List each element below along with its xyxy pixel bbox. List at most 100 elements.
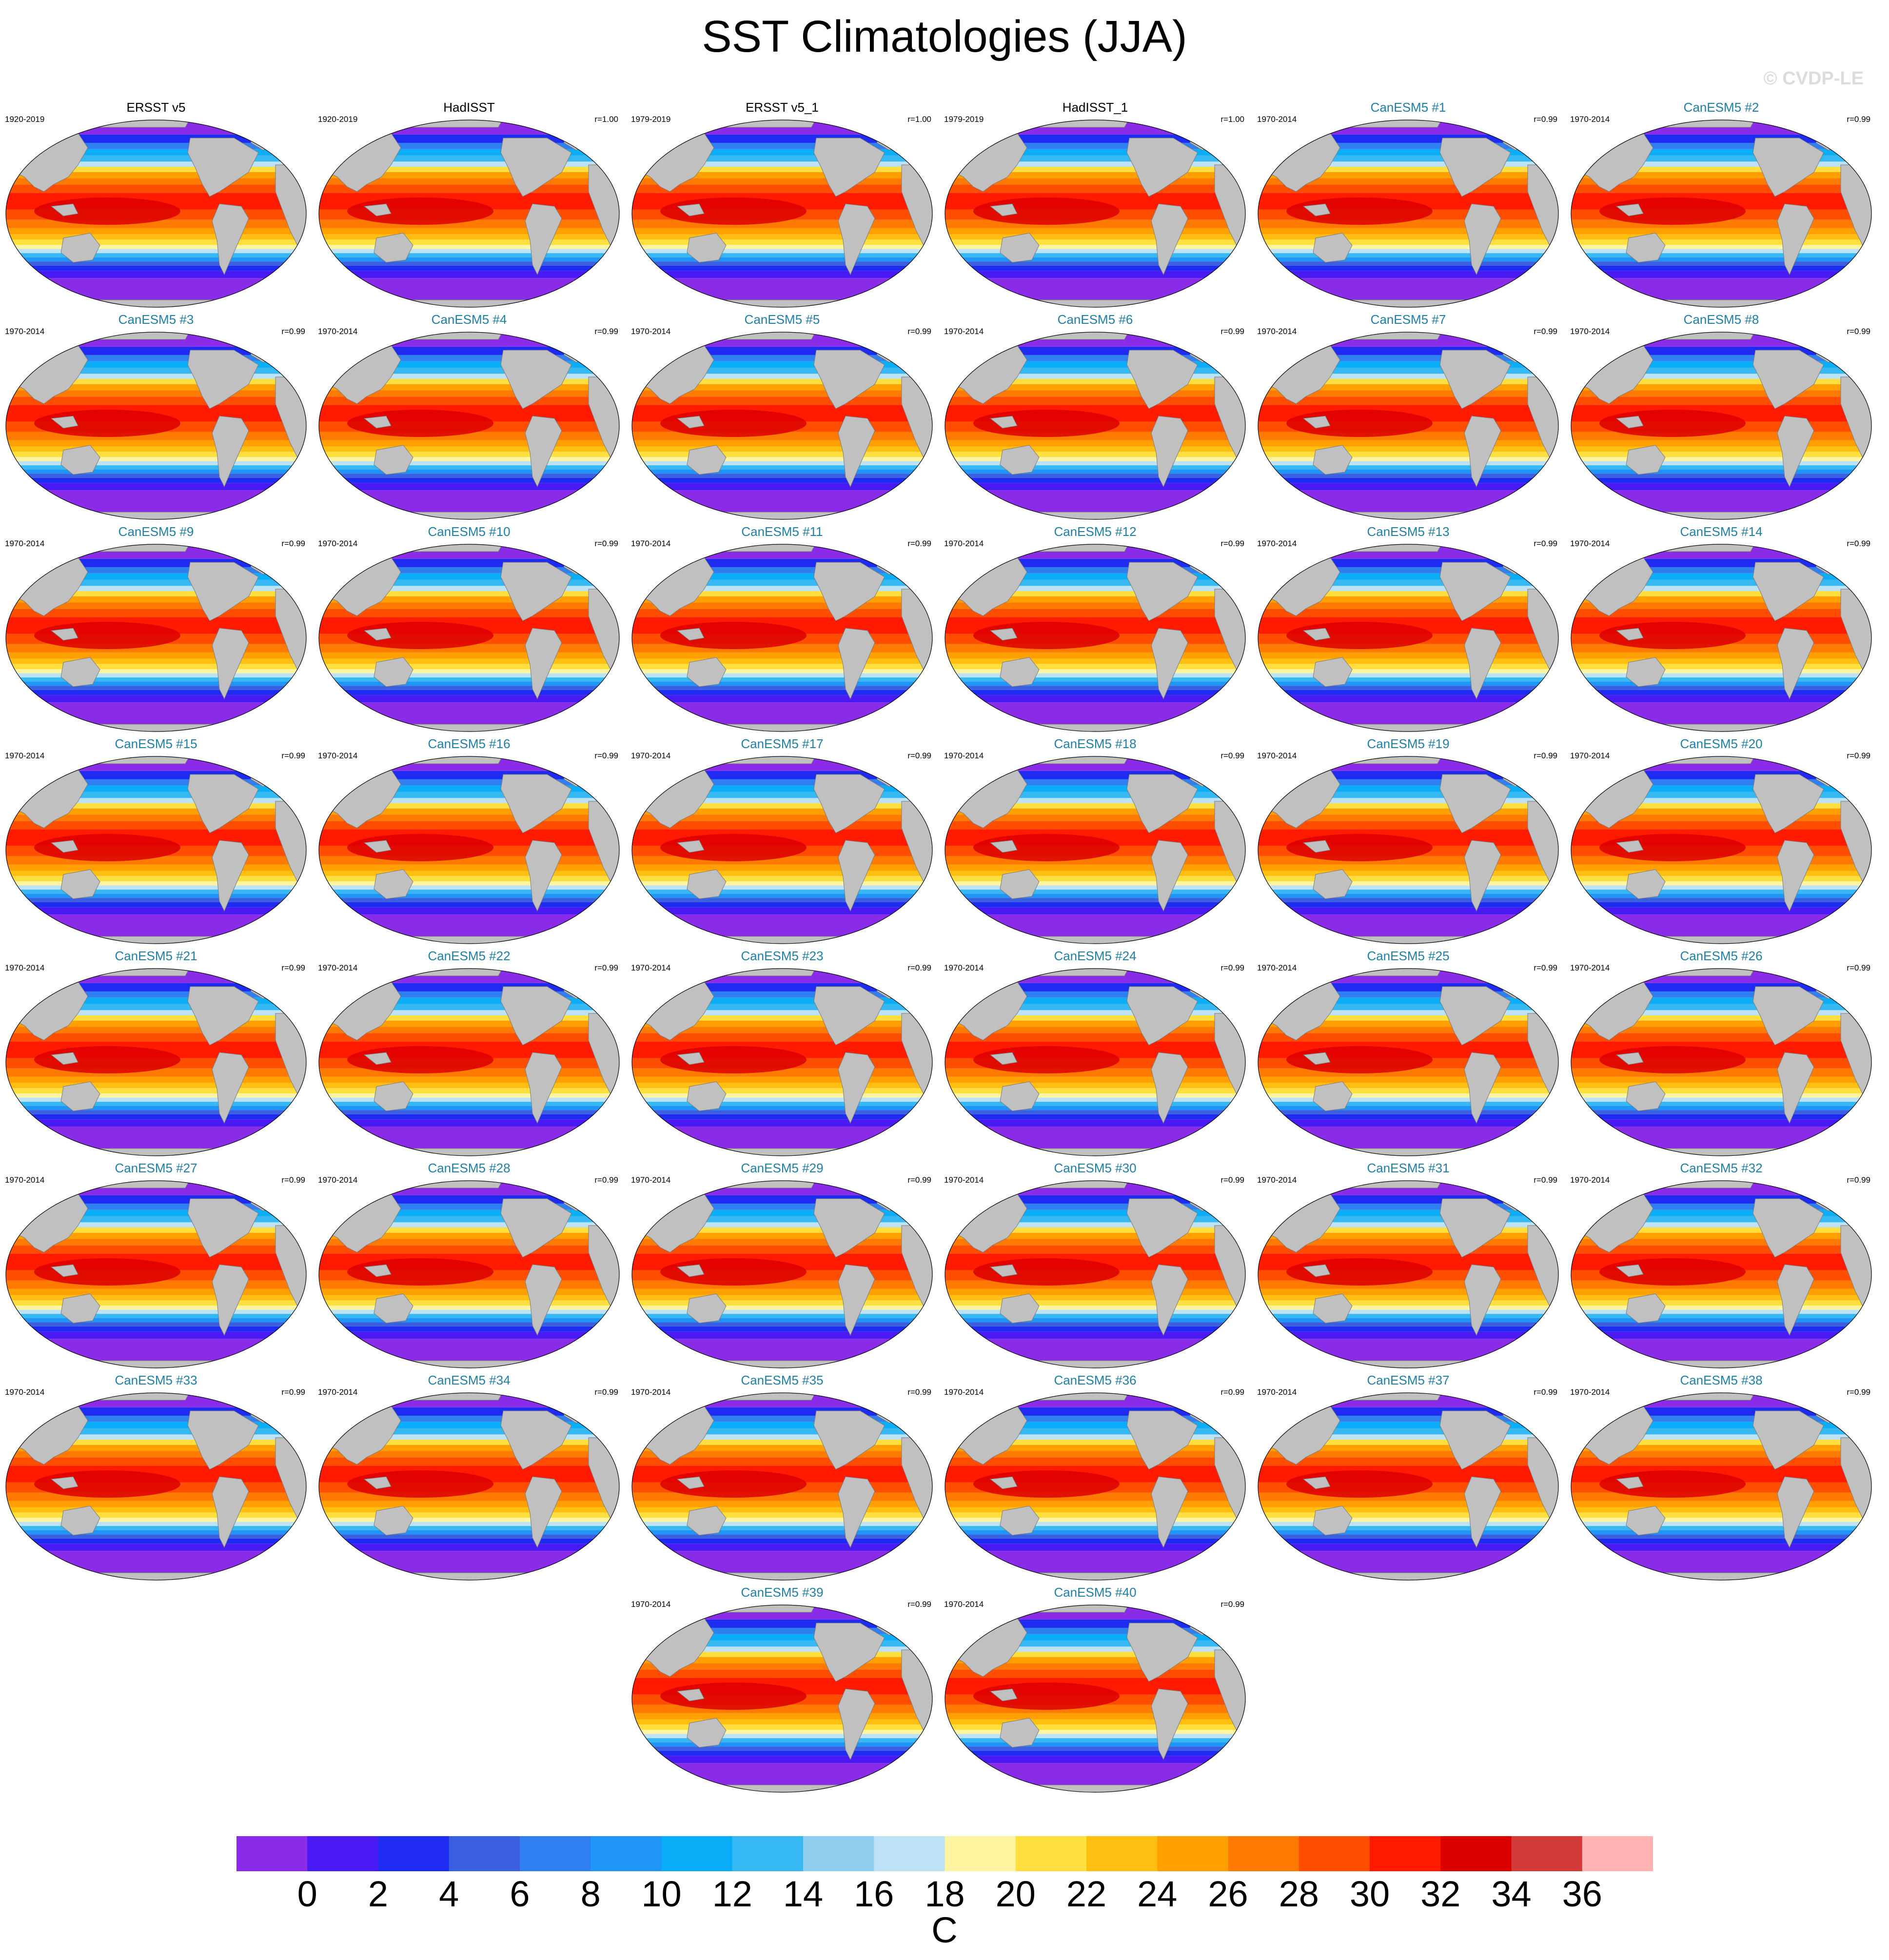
sst-band xyxy=(1571,1245,1871,1254)
land-mass xyxy=(60,1505,100,1536)
sst-band xyxy=(632,1309,932,1314)
sst-band xyxy=(632,902,932,908)
sst-band xyxy=(6,876,306,881)
panel-correlation: r=0.99 xyxy=(281,963,305,972)
sst-band xyxy=(945,396,1245,405)
colorbar-tick-label: 10 xyxy=(641,1874,682,1914)
sst-band xyxy=(6,257,306,262)
land-mass xyxy=(363,628,392,641)
sst-band xyxy=(632,1326,932,1332)
panel-years: 1970-2014 xyxy=(631,751,671,760)
sst-band xyxy=(1571,1119,1871,1127)
sst-band xyxy=(319,228,619,235)
land-mass xyxy=(82,120,191,128)
colorbar-swatch xyxy=(944,1836,1016,1871)
map-outline xyxy=(631,1604,933,1793)
sst-band xyxy=(6,677,306,682)
panel-title: CanESM5 #21 xyxy=(115,949,197,963)
land-mass xyxy=(1615,840,1644,853)
sst-band xyxy=(319,474,619,478)
land-mass xyxy=(676,416,705,429)
land-mass xyxy=(1126,774,1198,833)
sst-band xyxy=(319,1033,619,1042)
sst-band xyxy=(945,1102,1245,1106)
colorbar-swatch xyxy=(307,1836,378,1871)
land-mass xyxy=(1464,416,1501,488)
sst-band xyxy=(1571,1227,1871,1233)
land-mass xyxy=(525,416,562,488)
sst-band xyxy=(1258,253,1558,257)
sst-band xyxy=(945,695,1245,703)
land-mass xyxy=(1527,589,1558,690)
sst-band xyxy=(6,346,306,355)
sst-band xyxy=(1258,686,1558,690)
map-outline xyxy=(1258,544,1559,732)
land-mass xyxy=(1313,233,1353,263)
map-panel: CanESM5 #6 1970-2014 r=0.99 xyxy=(939,312,1251,524)
sst-band xyxy=(632,1501,932,1507)
sst-band xyxy=(6,474,306,478)
sst-band xyxy=(6,586,306,591)
sst-band xyxy=(632,1619,932,1628)
panel-years: 1970-2014 xyxy=(944,1175,984,1185)
sst-map xyxy=(1258,968,1559,1156)
land-mass xyxy=(1777,628,1814,700)
sst-band xyxy=(319,1522,619,1526)
sst-band xyxy=(632,1526,932,1530)
panel-title: ERSST v5_1 xyxy=(746,100,819,115)
map-panel: CanESM5 #25 1970-2014 r=0.99 xyxy=(1252,949,1564,1161)
land-mass xyxy=(500,562,572,621)
sst-band xyxy=(1258,265,1558,271)
sst-band xyxy=(632,1222,932,1227)
land-mass xyxy=(813,986,885,1046)
sst-band xyxy=(1571,898,1871,902)
land-mass xyxy=(500,1410,572,1470)
map-panel: CanESM5 #22 1970-2014 r=0.99 xyxy=(313,949,625,1161)
sst-band xyxy=(945,881,1245,886)
map-panel: HadISST 1920-2019 r=1.00 xyxy=(313,100,625,312)
sst-band xyxy=(945,1507,1245,1513)
map-panel: CanESM5 #33 1970-2014 r=0.99 xyxy=(0,1373,312,1585)
sst-band xyxy=(945,1538,1245,1544)
panel-title: CanESM5 #29 xyxy=(741,1161,824,1175)
sst-band xyxy=(1258,1288,1558,1295)
sst-band xyxy=(1571,1300,1871,1306)
sst-band xyxy=(1571,686,1871,690)
sst-band xyxy=(1571,469,1871,474)
sst-map xyxy=(944,332,1246,520)
sst-band xyxy=(1258,1033,1558,1042)
colorbar-tick-label: 30 xyxy=(1349,1874,1390,1914)
map-panel: CanESM5 #36 1970-2014 r=0.99 xyxy=(939,1373,1251,1585)
map-panel: CanESM5 #26 1970-2014 r=0.99 xyxy=(1565,949,1877,1161)
sst-band xyxy=(1258,1314,1558,1318)
land-mass xyxy=(50,203,79,217)
sst-band xyxy=(1258,1102,1558,1106)
land-mass xyxy=(275,1225,306,1326)
sst-band xyxy=(1571,346,1871,355)
map-outline xyxy=(5,332,307,520)
sst-band xyxy=(6,803,306,809)
land-mass xyxy=(1777,416,1814,488)
land-mass xyxy=(212,1052,249,1124)
map-panel: CanESM5 #28 1970-2014 r=0.99 xyxy=(313,1161,625,1373)
sst-band xyxy=(632,1652,932,1657)
sst-band xyxy=(945,669,1245,673)
sst-band xyxy=(1258,673,1558,678)
land-mass xyxy=(989,628,1018,641)
sst-band xyxy=(6,477,306,483)
sst-band xyxy=(6,1318,306,1323)
land-mass xyxy=(395,969,504,976)
sst-band xyxy=(632,1750,932,1756)
sst-band xyxy=(319,658,619,664)
sst-band xyxy=(6,1544,306,1551)
sst-band xyxy=(1258,898,1558,902)
sst-band xyxy=(632,591,932,596)
sst-band xyxy=(945,1646,1245,1652)
sst-band xyxy=(319,1326,619,1332)
sst-band xyxy=(1258,1407,1558,1416)
panel-correlation: r=0.99 xyxy=(1847,327,1870,336)
colorbar-swatch xyxy=(1370,1836,1441,1871)
land-mass xyxy=(1626,445,1666,475)
map-outline xyxy=(631,1180,933,1368)
sst-band xyxy=(632,664,932,669)
